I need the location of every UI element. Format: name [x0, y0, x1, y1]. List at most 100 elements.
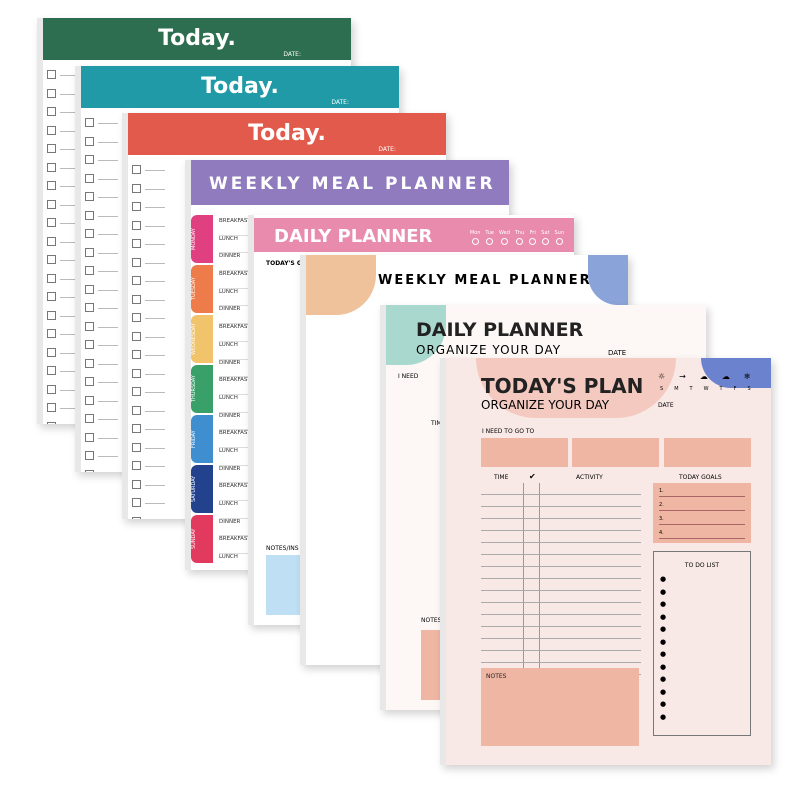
checkbox[interactable]	[132, 165, 165, 174]
weekday[interactable]: Wed	[499, 230, 510, 245]
todo-item[interactable]: ●	[660, 637, 667, 646]
checkbox[interactable]	[47, 218, 80, 227]
checkbox[interactable]	[47, 421, 56, 424]
checkbox[interactable]	[85, 192, 118, 201]
checkbox[interactable]	[47, 310, 80, 320]
checkbox[interactable]	[132, 183, 165, 193]
weekday-circle[interactable]	[529, 238, 537, 245]
weekday-circle[interactable]	[555, 238, 563, 245]
checkbox[interactable]	[47, 125, 80, 135]
weekday[interactable]: Mon	[470, 230, 480, 245]
weekday[interactable]: Fri	[529, 230, 537, 245]
checkbox[interactable]	[47, 181, 80, 190]
weekday-letter: M	[674, 386, 679, 392]
todo-item[interactable]: ●	[660, 687, 667, 696]
todo-item[interactable]: ●	[660, 600, 667, 608]
checkbox[interactable]	[47, 144, 80, 153]
checkbox[interactable]	[47, 107, 80, 116]
checkbox[interactable]	[85, 247, 118, 257]
checkbox[interactable]	[47, 403, 80, 412]
weekday[interactable]: Sat	[541, 230, 549, 245]
checkbox[interactable]	[85, 340, 118, 349]
todo-item[interactable]: ●	[660, 650, 667, 658]
checkbox[interactable]	[47, 255, 80, 264]
time-label: TIME	[494, 474, 509, 481]
checkbox[interactable]	[85, 303, 118, 312]
todo-item[interactable]: ●	[660, 625, 667, 633]
checkbox[interactable]	[47, 347, 80, 357]
checkbox[interactable]	[85, 210, 118, 220]
checkbox[interactable]	[85, 118, 118, 127]
checkbox[interactable]	[132, 442, 165, 452]
weekday[interactable]: Tue	[485, 230, 494, 245]
checkbox[interactable]	[85, 358, 118, 368]
checkbox[interactable]	[85, 173, 118, 183]
todo-item[interactable]: ●	[660, 675, 667, 683]
checkbox[interactable]	[132, 294, 165, 304]
todo-item[interactable]: ●	[660, 712, 667, 721]
checkbox[interactable]	[132, 516, 141, 519]
todo-item[interactable]: ●	[660, 612, 667, 621]
checkbox[interactable]	[47, 273, 80, 283]
checkbox[interactable]	[85, 136, 118, 146]
checkbox[interactable]	[132, 368, 165, 378]
title: DAILY PLANNER	[274, 226, 433, 247]
checkbox[interactable]	[132, 220, 165, 230]
checkbox[interactable]	[132, 257, 165, 267]
checkbox[interactable]	[47, 384, 80, 394]
checkbox[interactable]	[85, 451, 118, 460]
checkbox[interactable]	[85, 266, 118, 275]
checkbox[interactable]	[85, 432, 118, 442]
weekday-circle[interactable]	[516, 238, 524, 245]
checkbox[interactable]	[132, 424, 165, 433]
weekday-letter: S	[660, 386, 664, 392]
checkbox[interactable]	[47, 292, 80, 301]
checkbox[interactable]	[85, 395, 118, 405]
todo-item[interactable]: ●	[660, 575, 667, 583]
checkbox[interactable]	[132, 498, 165, 507]
weekday-label: Thu	[514, 230, 525, 236]
date-label: DATE:	[378, 146, 396, 153]
checkbox[interactable]	[85, 284, 118, 294]
checkbox[interactable]	[47, 236, 80, 246]
checkbox[interactable]	[47, 366, 80, 375]
weekday-circle[interactable]	[486, 238, 494, 245]
need-box-3	[664, 438, 751, 467]
checkbox[interactable]	[132, 350, 165, 359]
weekday[interactable]: Thu	[515, 230, 524, 245]
title: Today.	[158, 26, 236, 51]
checkbox[interactable]	[47, 70, 80, 79]
checkbox[interactable]	[132, 331, 165, 341]
todo-item[interactable]: ●	[660, 662, 667, 671]
checkbox[interactable]	[85, 229, 118, 238]
checkbox[interactable]	[47, 162, 80, 172]
checkbox[interactable]	[85, 377, 118, 386]
weekday-circle[interactable]	[471, 238, 479, 245]
todo-item[interactable]: ●	[660, 587, 667, 596]
schedule-lines	[481, 483, 641, 675]
checkbox[interactable]	[47, 199, 80, 209]
weekday-circle[interactable]	[500, 238, 508, 245]
checkbox[interactable]	[132, 461, 165, 470]
notes-area	[481, 668, 639, 746]
todo-item[interactable]: ●	[660, 700, 667, 708]
cloud-icon: ☁	[699, 372, 708, 381]
checkbox[interactable]	[132, 276, 165, 285]
checkbox[interactable]	[85, 469, 94, 472]
checkbox[interactable]	[132, 239, 165, 248]
checkbox[interactable]	[132, 405, 165, 415]
weekday-circle[interactable]	[541, 238, 549, 245]
checkbox[interactable]	[85, 414, 118, 423]
schedule-row	[481, 579, 641, 591]
weekday-letter: T	[689, 386, 693, 392]
checkbox[interactable]	[47, 329, 80, 338]
weekday[interactable]: Sun	[554, 230, 564, 245]
checkbox[interactable]	[85, 321, 118, 331]
checkbox[interactable]	[132, 479, 165, 489]
checkbox[interactable]	[132, 387, 165, 396]
day-tab: TUESDAY	[191, 265, 213, 313]
checkbox[interactable]	[132, 202, 165, 211]
checkbox[interactable]	[132, 313, 165, 322]
checkbox[interactable]	[85, 155, 118, 164]
checkbox[interactable]	[47, 88, 80, 98]
